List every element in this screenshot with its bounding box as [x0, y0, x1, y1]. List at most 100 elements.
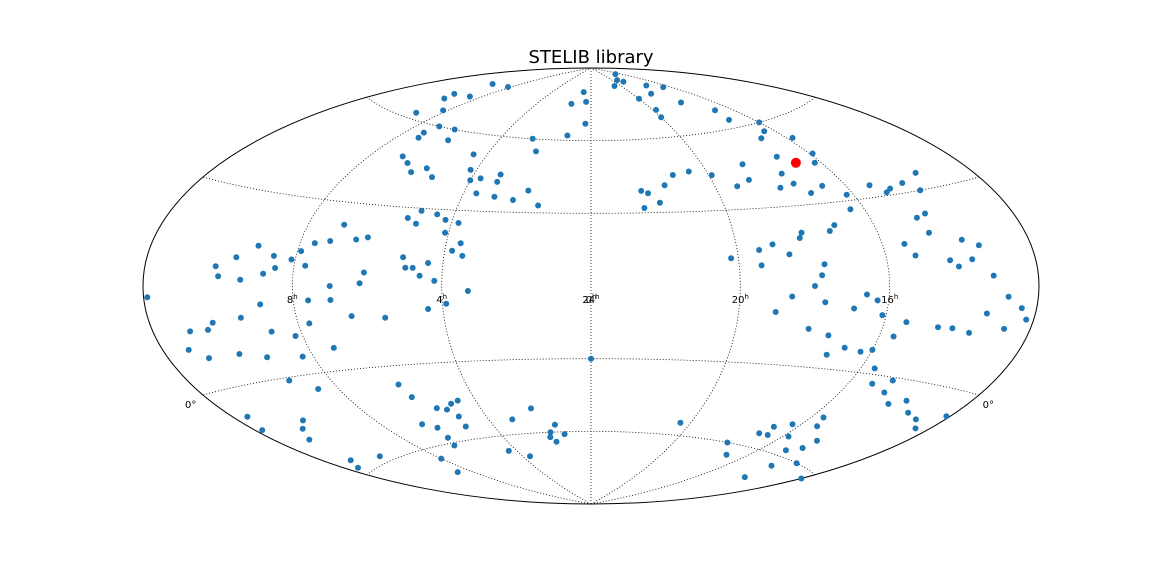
- star-point: [425, 306, 432, 312]
- star-point: [975, 242, 982, 249]
- star-point: [470, 151, 477, 158]
- star-point: [826, 228, 833, 234]
- star-point: [905, 409, 912, 416]
- star-point: [912, 416, 919, 423]
- star-point: [778, 170, 785, 177]
- star-point: [958, 236, 965, 243]
- star-point: [612, 71, 619, 78]
- star-point: [451, 442, 458, 449]
- star-point: [455, 413, 462, 420]
- star-point: [669, 172, 676, 178]
- star-point: [292, 333, 299, 339]
- star-point: [341, 221, 348, 228]
- star-point: [443, 300, 450, 307]
- star-point: [770, 423, 777, 430]
- star-point: [648, 90, 655, 97]
- star-point: [808, 190, 815, 196]
- ra-tick-label: 20h: [732, 293, 749, 306]
- ra-tick-label: 4h: [436, 293, 447, 306]
- star-point: [756, 430, 763, 437]
- star-point: [851, 305, 858, 312]
- star-point: [843, 191, 850, 198]
- star-point: [796, 235, 803, 241]
- star-point: [947, 257, 954, 264]
- star-point: [879, 312, 886, 319]
- star-point: [611, 83, 618, 89]
- star-point: [510, 197, 516, 203]
- star-point: [864, 291, 870, 298]
- star-point: [789, 134, 796, 141]
- star-point: [408, 169, 415, 176]
- star-point: [899, 180, 906, 186]
- star-point: [547, 434, 554, 441]
- star-point: [416, 272, 423, 279]
- star-point: [264, 354, 271, 361]
- star-point: [404, 215, 411, 221]
- star-point: [789, 293, 796, 300]
- star-point: [348, 313, 355, 320]
- star-point: [728, 255, 735, 262]
- star-point: [442, 229, 449, 236]
- star-point: [415, 134, 422, 141]
- star-point: [793, 460, 800, 467]
- star-point: [144, 294, 151, 301]
- star-point: [286, 377, 293, 384]
- star-point: [553, 438, 560, 445]
- star-point: [869, 380, 876, 387]
- star-point: [434, 211, 441, 218]
- star-point: [473, 190, 480, 197]
- star-point: [360, 269, 367, 276]
- star-point: [209, 319, 216, 326]
- star-point: [185, 346, 192, 353]
- star-point: [451, 126, 458, 133]
- ra-tick-label: 24h: [582, 293, 599, 306]
- star-point: [912, 169, 919, 176]
- star-point: [887, 185, 894, 192]
- star-point: [812, 283, 818, 289]
- star-point: [464, 288, 471, 294]
- star-point: [257, 301, 264, 308]
- star-point: [525, 187, 532, 194]
- star-point: [356, 280, 363, 287]
- star-point: [299, 353, 306, 360]
- star-point: [734, 183, 741, 190]
- star-point: [825, 332, 832, 339]
- star-point: [330, 344, 337, 351]
- star-point: [423, 165, 430, 172]
- star-point: [300, 417, 306, 424]
- star-point: [353, 236, 360, 243]
- star-point: [745, 176, 752, 183]
- star-point: [917, 187, 924, 194]
- star-point: [395, 381, 402, 388]
- star-point: [943, 413, 950, 420]
- star-point: [821, 261, 828, 268]
- star-point: [433, 405, 440, 412]
- ra-tick-label: 16h: [881, 293, 898, 306]
- star-point: [505, 84, 511, 90]
- star-point: [305, 297, 312, 304]
- star-point: [413, 109, 420, 116]
- star-point: [429, 174, 435, 181]
- star-point: [404, 160, 411, 166]
- star-point: [969, 256, 976, 263]
- star-point: [822, 299, 829, 306]
- star-point: [871, 365, 878, 372]
- star-point: [449, 247, 456, 254]
- star-point: [949, 325, 956, 332]
- star-point: [912, 425, 919, 432]
- star-point: [636, 95, 642, 102]
- star-point: [724, 439, 731, 446]
- star-point: [819, 182, 826, 189]
- star-point: [983, 310, 990, 317]
- star-point: [582, 120, 589, 127]
- star-point: [903, 397, 910, 404]
- star-point: [237, 314, 244, 321]
- star-point: [805, 325, 812, 332]
- star-point: [641, 205, 648, 211]
- star-point: [431, 277, 438, 284]
- star-point: [866, 182, 873, 189]
- star-point: [653, 106, 660, 113]
- star-point: [327, 297, 334, 303]
- star-point: [237, 276, 244, 283]
